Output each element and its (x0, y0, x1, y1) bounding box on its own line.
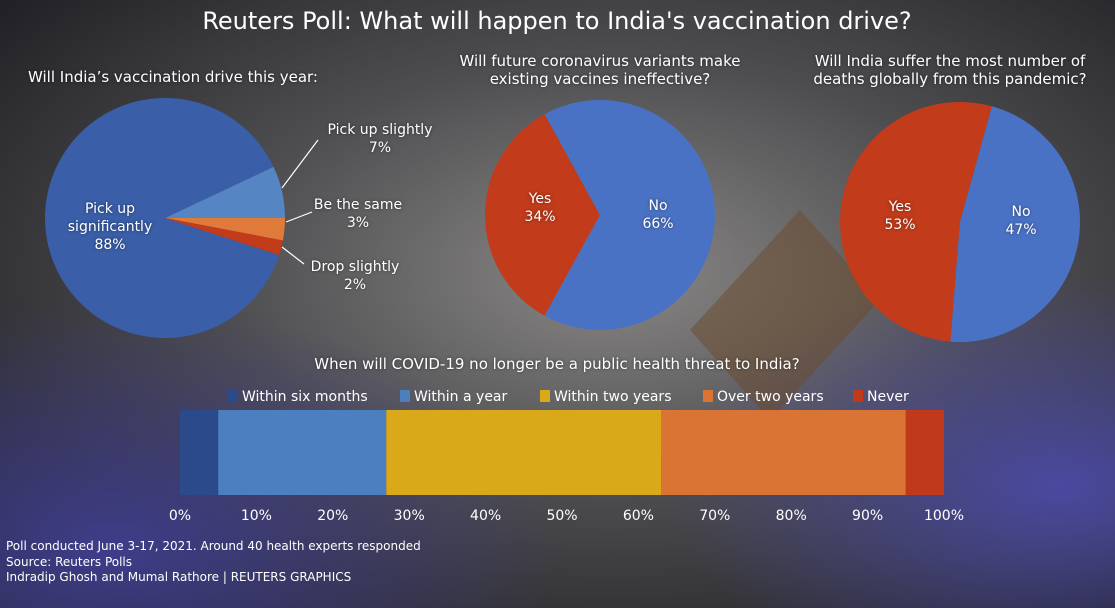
slice-label: Pick up slightly 7% (310, 121, 450, 157)
leader-line (281, 139, 319, 189)
pie-title: Will India’s vaccination drive this year… (28, 68, 318, 86)
legend-swatch (853, 390, 863, 402)
background-vial (690, 210, 880, 420)
legend-swatch (228, 390, 238, 402)
pie-title: Will future coronavirus variants make ex… (459, 52, 741, 88)
bar-segment (180, 410, 219, 495)
value-label: 53% (884, 217, 916, 233)
x-tick-label: 60% (623, 508, 654, 524)
bar-segment (386, 410, 662, 495)
legend-label: Within two years (554, 389, 671, 405)
x-tick-label: 10% (241, 508, 272, 524)
slice-label: Be the same 3% (298, 196, 418, 232)
legend-swatch (703, 390, 713, 402)
slice-label: Pick up significantly 88% (55, 200, 165, 254)
leader-line (281, 246, 305, 265)
x-tick-label: 80% (776, 508, 807, 524)
category-label: Yes (888, 199, 912, 215)
value-label: 66% (642, 216, 674, 232)
slice-label: Yes 34% (510, 190, 570, 226)
pie-slice (45, 97, 280, 338)
x-tick-label: 40% (470, 508, 501, 524)
bar-title: When will COVID-19 no longer be a public… (314, 355, 800, 373)
slice-label: Drop slightly 2% (295, 258, 415, 294)
x-tick-label: 70% (699, 508, 730, 524)
leader-line (285, 211, 313, 223)
legend-label: Over two years (717, 389, 824, 405)
category-label: No (1011, 204, 1031, 220)
category-label: Yes (528, 191, 552, 207)
pie-slice (840, 102, 992, 342)
value-label: 47% (1005, 222, 1037, 238)
footnote: Indradip Ghosh and Mumal Rathore | REUTE… (6, 570, 352, 584)
legend-swatch (540, 390, 550, 402)
x-tick-label: 50% (546, 508, 577, 524)
x-tick-label: 100% (924, 508, 964, 524)
footnote: Poll conducted June 3-17, 2021. Around 4… (6, 539, 421, 553)
pie-slice (165, 218, 283, 256)
pie-title: Will India suffer the most number of dea… (813, 52, 1087, 88)
bar-segment (218, 410, 387, 495)
category-label: Be the same (313, 197, 403, 213)
bar-segment (661, 410, 906, 495)
x-tick-label: 30% (394, 508, 425, 524)
main-title: Reuters Poll: What will happen to India'… (202, 7, 911, 35)
pie-slice (484, 114, 600, 316)
pie-slice (544, 99, 715, 330)
value-label: 2% (343, 277, 367, 293)
leader-lines (281, 139, 319, 265)
legend-label: Never (867, 389, 909, 405)
pie-slice (950, 106, 1081, 343)
category-label: No (648, 198, 668, 214)
value-label: 3% (346, 215, 370, 231)
legend-label: Within a year (414, 389, 508, 405)
x-tick-label: 90% (852, 508, 883, 524)
x-tick-label: 0% (169, 508, 191, 524)
value-label: 7% (368, 140, 392, 156)
footnote: Source: Reuters Polls (6, 554, 133, 569)
category-label: Pick up slightly (327, 122, 433, 138)
slice-label: No 47% (991, 203, 1051, 239)
legend-swatch (400, 390, 410, 402)
value-label: 88% (94, 237, 126, 253)
category-label: Pick up significantly (67, 201, 153, 235)
x-tick-label: 20% (317, 508, 348, 524)
category-label: Drop slightly (310, 259, 400, 275)
slice-label: No 66% (628, 197, 688, 233)
pie-slice (165, 166, 285, 218)
bar-segment (905, 410, 944, 495)
value-label: 34% (524, 209, 556, 225)
legend-label: Within six months (242, 389, 368, 405)
slice-label: Yes 53% (870, 198, 930, 234)
pie-slice (165, 218, 285, 241)
